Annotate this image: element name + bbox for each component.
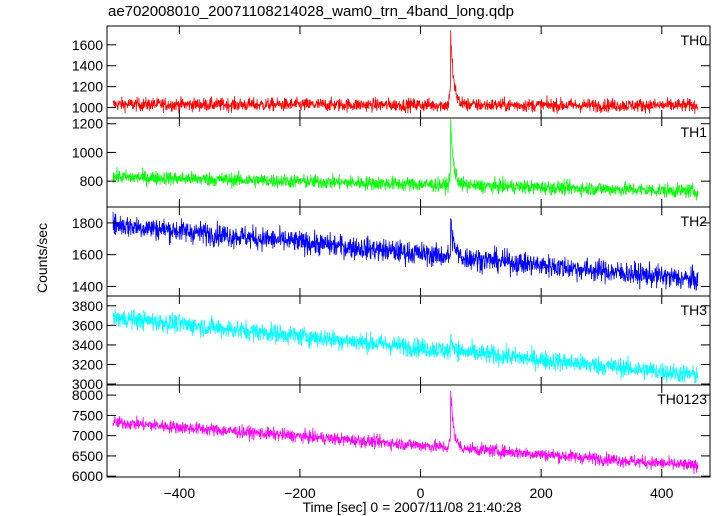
x-tick-label: 400 <box>650 485 674 501</box>
x-tick-label: −400 <box>164 485 196 501</box>
series-line-th0 <box>112 30 699 114</box>
y-tick-label: 3600 <box>72 317 103 333</box>
chart-title: ae702008010_20071108214028_wam0_trn_4ban… <box>108 3 514 20</box>
y-tick-label: 7500 <box>72 407 103 423</box>
y-tick-label: 3200 <box>72 356 103 372</box>
y-tick-label: 800 <box>80 173 104 189</box>
y-tick-label: 6000 <box>72 468 103 484</box>
panel-frame <box>106 295 711 386</box>
y-axis-title: Counts/sec <box>34 223 50 293</box>
y-tick-label: 3800 <box>72 298 103 314</box>
series-line-th1 <box>112 119 699 201</box>
y-tick-label: 1200 <box>72 116 103 132</box>
y-tick-label: 1800 <box>72 215 103 231</box>
series-line-th0123 <box>112 390 699 475</box>
y-tick-label: 1000 <box>72 100 103 116</box>
panel-label-th2: TH2 <box>681 213 708 229</box>
y-tick-label: 1200 <box>72 79 103 95</box>
x-tick-label: 200 <box>529 485 553 501</box>
series-line-th3 <box>112 308 699 384</box>
y-tick-label: 8000 <box>72 387 103 403</box>
panel-label-th1: TH1 <box>681 124 708 140</box>
panel-th3: 3000 3200 3400 3600 3800 TH3 <box>72 295 711 392</box>
panel-label-th3: TH3 <box>681 302 708 318</box>
y-tick-label: 1600 <box>72 247 103 263</box>
panel-label-th0123: TH0123 <box>657 391 707 407</box>
y-tick-label: 1600 <box>72 37 103 53</box>
y-tick-label: 7000 <box>72 428 103 444</box>
y-tick-label: 3400 <box>72 337 103 353</box>
panel-th0123: 6000 6500 7000 7500 8000 TH0123 <box>72 384 711 484</box>
panel-th0: 1000 1200 1400 1600 TH0 <box>72 25 711 119</box>
y-tick-label: 1400 <box>72 278 103 294</box>
x-tick-label: −200 <box>284 485 316 501</box>
panel-th2: 1400 1600 1800 TH2 <box>72 206 711 297</box>
y-tick-label: 3000 <box>72 376 103 392</box>
panel-th1: 800 1000 1200 TH1 <box>72 116 711 208</box>
y-tick-label: 6500 <box>72 448 103 464</box>
x-axis-title: Time [sec] 0 = 2007/11/08 21:40:28 <box>302 499 521 515</box>
y-tick-label: 1400 <box>72 58 103 74</box>
panel-frame <box>106 206 711 297</box>
panel-frame <box>106 384 711 478</box>
series-line-th2 <box>112 211 699 292</box>
x-tick-label: 0 <box>417 485 425 501</box>
y-tick-label: 1000 <box>72 144 103 160</box>
panel-label-th0: TH0 <box>681 32 708 48</box>
